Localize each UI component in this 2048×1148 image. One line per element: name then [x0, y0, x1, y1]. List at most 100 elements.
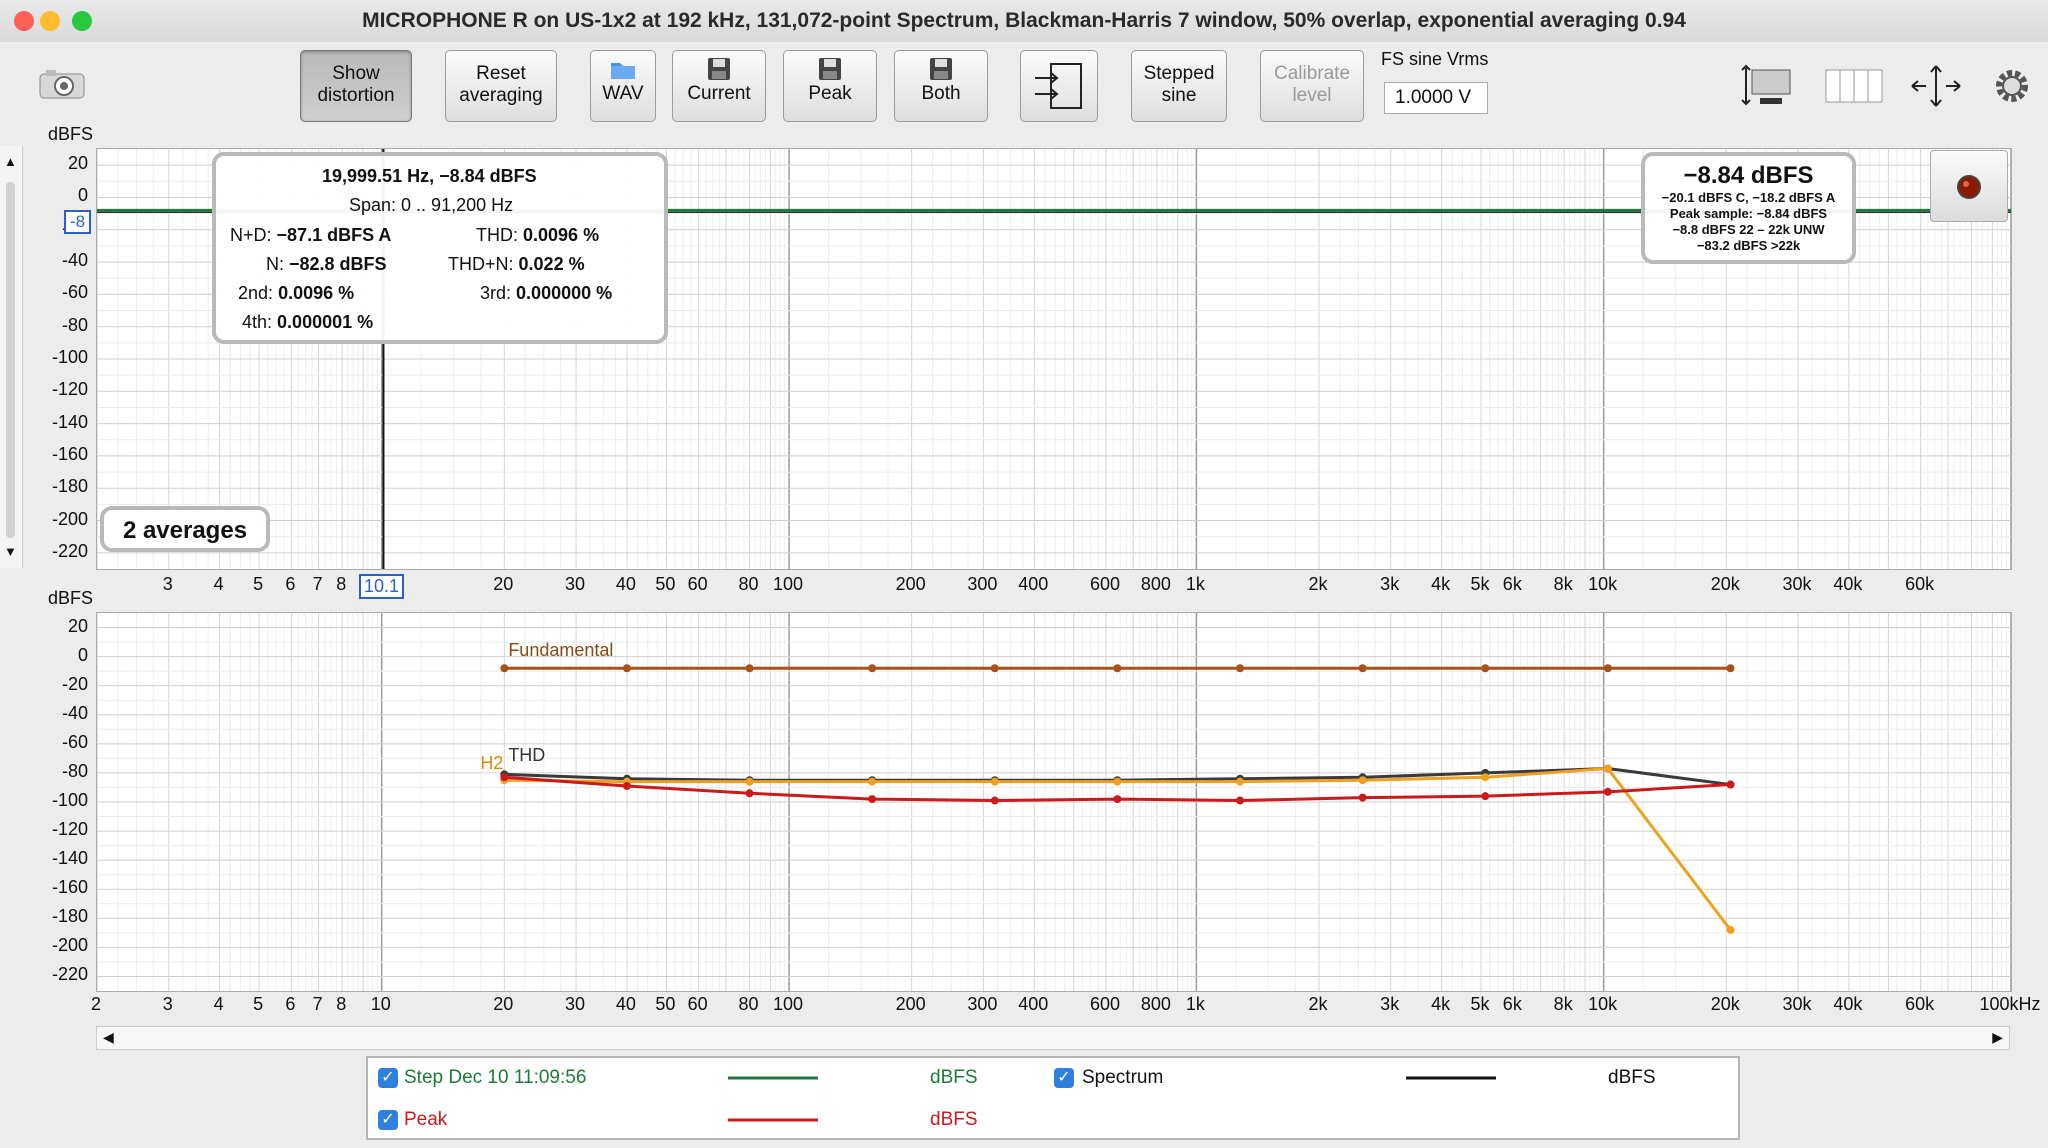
series-point-3 [868, 795, 877, 804]
window-title: MICROPHONE R on US-1x2 at 192 kHz, 131,0… [362, 9, 1686, 32]
scroll-up-arrow[interactable]: ▲ [4, 154, 17, 169]
reset-averaging-label-2: averaging [459, 85, 543, 106]
readout-4th: 4th: 0.000001 % [242, 312, 373, 333]
save-current-button[interactable]: Current [672, 50, 766, 122]
upper-x-tick: 2k [1308, 574, 1328, 594]
upper-y-tick: 20 [67, 153, 88, 174]
gear-icon[interactable] [1990, 64, 2034, 108]
lower-x-tick: 20k [1710, 994, 1740, 1014]
wav-label: WAV [602, 83, 644, 104]
upper-y-tick: -140 [51, 411, 88, 432]
layout-columns-icon[interactable] [1824, 66, 1884, 106]
series-point-2 [1726, 925, 1735, 934]
fundamental-label: Fundamental [508, 640, 613, 660]
show-distortion-label-1: Show [332, 63, 380, 84]
minimize-window-button[interactable] [40, 11, 60, 31]
series-point-3 [1358, 793, 1367, 802]
upper-x-tick: 8k [1553, 574, 1573, 594]
h4-label: 4th: [242, 312, 273, 332]
scroll-thumb[interactable] [6, 182, 15, 538]
upper-x-tick: 200 [895, 574, 926, 594]
spectrum-unit: dBFS [1608, 1067, 1656, 1088]
step-checkbox[interactable]: ✓ [378, 1068, 398, 1088]
reset-averaging-label-1: Reset [476, 63, 526, 84]
stepped-sine-button[interactable]: Stepped sine [1131, 50, 1227, 122]
upper-x-tick: 60k [1905, 574, 1935, 594]
upper-x-tick: 6 [285, 574, 296, 594]
upper-y-unit: dBFS [48, 124, 94, 144]
fs-sine-value: 1.0000 V [1395, 87, 1472, 108]
h3-label: 3rd: [480, 283, 512, 303]
calibrate-level-button[interactable]: Calibrate level [1260, 50, 1364, 122]
upper-x-tick: 40 [615, 574, 636, 594]
fit-arrows-icon[interactable] [1906, 62, 1966, 110]
save-peak-button[interactable]: Peak [783, 50, 877, 122]
upper-x-tick: 4k [1431, 574, 1451, 594]
upper-x-tick: 300 [967, 574, 998, 594]
distortion-plot[interactable]: Fundamental THD H2 [96, 612, 2012, 992]
peak-label: Peak [808, 83, 852, 104]
readout-thdn: THD+N: 0.022 % [448, 254, 585, 275]
lower-x-tick: 20 [493, 994, 514, 1014]
series-point-3 [1603, 787, 1612, 796]
record-button[interactable] [1930, 150, 2008, 222]
lower-y-tick: -120 [51, 819, 88, 840]
cursor-y-marker: -8 [64, 210, 92, 234]
readout-frequency-level: 19,999.51 Hz, −8.84 dBFS [322, 166, 537, 186]
peak-checkbox[interactable]: ✓ [378, 1110, 398, 1130]
thd-label: THD: [476, 225, 518, 245]
lower-x-tick: 1k [1185, 994, 1205, 1014]
lower-y-tick: -80 [61, 760, 88, 781]
spectrum-checkbox[interactable]: ✓ [1054, 1068, 1074, 1088]
lower-x-tick: 30k [1782, 994, 1812, 1014]
level-line-3: −8.8 dBFS 22 – 22k UNW [1672, 222, 1825, 237]
export-button[interactable] [1020, 50, 1098, 122]
layout-single-icon[interactable] [1738, 64, 1798, 108]
upper-y-tick: -100 [51, 347, 88, 367]
lower-x-tick: 80 [738, 994, 759, 1014]
close-window-button[interactable] [14, 11, 34, 31]
series-point-0 [990, 664, 999, 673]
h2-label: H2 [480, 753, 503, 773]
lower-x-tick: 3 [162, 994, 173, 1014]
series-point-2 [1481, 773, 1490, 782]
nd-label: N+D: [230, 225, 272, 245]
series-point-3 [500, 773, 509, 782]
scroll-down-arrow[interactable]: ▼ [4, 544, 17, 559]
upper-y-tick: -40 [61, 250, 88, 271]
camera-icon[interactable] [38, 66, 86, 100]
floppy-disk-icon [708, 58, 730, 80]
fs-sine-input[interactable]: 1.0000 V [1384, 82, 1488, 114]
floppy-disk-icon [819, 58, 841, 80]
series-point-0 [868, 664, 877, 673]
reset-averaging-button[interactable]: Reset averaging [445, 50, 557, 122]
calibrate-level-label-1: Calibrate [1273, 63, 1351, 84]
upper-x-tick: 60 [687, 574, 708, 594]
show-distortion-button[interactable]: Show distortion [300, 50, 412, 122]
scroll-left-arrow[interactable]: ◀ [103, 1029, 114, 1045]
averages-badge: 2 averages [100, 506, 270, 552]
h2-value: 0.0096 % [278, 283, 355, 303]
grid [96, 613, 2012, 991]
scroll-right-arrow[interactable]: ▶ [1992, 1029, 2003, 1045]
upper-y-tick: -60 [61, 282, 88, 303]
lower-y-tick: -60 [61, 731, 88, 752]
h2-label: 2nd: [238, 283, 274, 303]
peak-line-swatch [728, 1118, 818, 1122]
lower-x-tick: 5k [1470, 994, 1490, 1014]
upper-x-tick: 30 [565, 574, 586, 594]
upper-x-tick: 80 [738, 574, 759, 594]
series-point-2 [1236, 777, 1245, 786]
distortion-readout: 19,999.51 Hz, −8.84 dBFS Span: 0 .. 91,2… [212, 152, 668, 344]
horizontal-scrollbar[interactable]: ◀ ▶ [96, 1026, 2010, 1050]
wav-button[interactable]: WAV [590, 50, 656, 122]
vertical-scrollbar[interactable]: ▲ ▼ [0, 146, 23, 568]
save-both-button[interactable]: Both [894, 50, 988, 122]
h3-value: 0.000000 % [516, 283, 613, 303]
zoom-window-button[interactable] [72, 11, 92, 31]
readout-nd: N+D: −87.1 dBFS A [230, 225, 391, 246]
readout-2nd: 2nd: 0.0096 % [238, 283, 354, 304]
upper-x-tick: 400 [1018, 574, 1049, 594]
step-name: Step Dec 10 11:09:56 [404, 1067, 587, 1088]
